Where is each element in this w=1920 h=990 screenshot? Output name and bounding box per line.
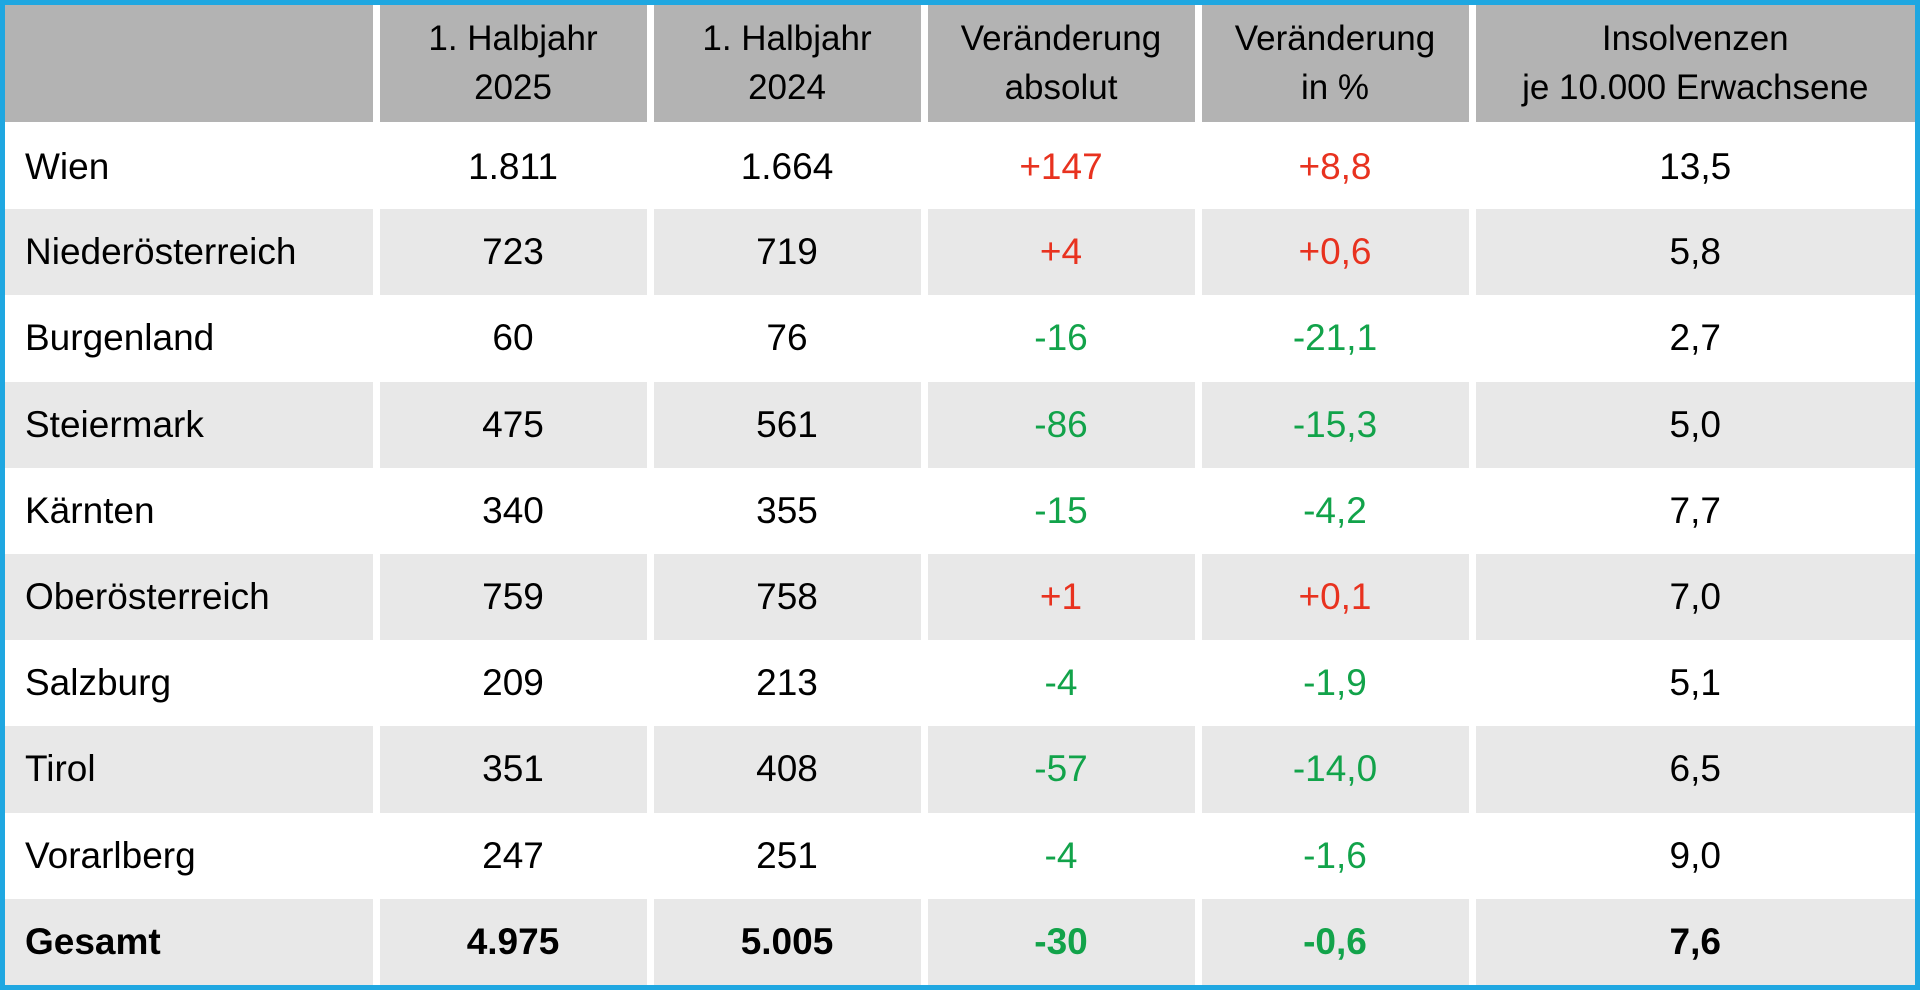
change-absolute-cell: +147 — [924, 123, 1202, 210]
per-10k-cell: 6,5 — [1472, 726, 1915, 813]
per-10k-cell: 13,5 — [1472, 123, 1915, 210]
table-row: Salzburg 209 213 -4 -1,9 5,1 — [5, 640, 1915, 727]
value-2024-cell: 408 — [650, 726, 928, 813]
value-2024-cell: 719 — [650, 209, 928, 296]
header-per-10k-adults-line1: Insolvenzen — [1601, 19, 1789, 59]
per-10k-cell: 5,1 — [1472, 640, 1915, 727]
per-10k-cell: 5,8 — [1472, 209, 1915, 296]
change-absolute-cell: -86 — [924, 381, 1202, 468]
region-cell: Tirol — [5, 726, 380, 813]
table-row: Burgenland 60 76 -16 -21,1 2,7 — [5, 295, 1915, 382]
value-2025-cell: 723 — [376, 209, 654, 296]
header-change-absolute-line2: absolut — [1004, 68, 1118, 108]
value-2025-cell: 247 — [376, 812, 654, 899]
change-absolute-cell: -4 — [924, 812, 1202, 899]
value-2025-cell: 340 — [376, 467, 654, 554]
change-absolute-cell: -16 — [924, 295, 1202, 382]
value-2025-cell: 209 — [376, 640, 654, 727]
region-cell: Niederösterreich — [5, 209, 380, 296]
total-per-10k-cell: 7,6 — [1472, 898, 1915, 985]
value-2025-cell: 351 — [376, 726, 654, 813]
header-h1-2024-line2: 2024 — [748, 68, 826, 108]
total-2024-cell: 5.005 — [650, 898, 928, 985]
change-percent-cell: -15,3 — [1198, 381, 1476, 468]
value-2025-cell: 1.811 — [376, 123, 654, 210]
per-10k-cell: 7,7 — [1472, 467, 1915, 554]
change-percent-cell: +0,6 — [1198, 209, 1476, 296]
table-row: Oberösterreich 759 758 +1 +0,1 7,0 — [5, 553, 1915, 641]
per-10k-cell: 7,0 — [1472, 553, 1915, 641]
region-cell: Vorarlberg — [5, 812, 380, 899]
total-change-absolute-cell: -30 — [924, 898, 1202, 985]
change-absolute-cell: +1 — [924, 553, 1202, 641]
per-10k-cell: 9,0 — [1472, 812, 1915, 899]
region-cell: Salzburg — [5, 640, 380, 727]
change-percent-cell: -4,2 — [1198, 467, 1476, 554]
change-percent-cell: -21,1 — [1198, 295, 1476, 382]
value-2025-cell: 60 — [376, 295, 654, 382]
header-per-10k-adults-line2: je 10.000 Erwachsene — [1522, 68, 1869, 108]
value-2024-cell: 251 — [650, 812, 928, 899]
header-change-percent-line1: Veränderung — [1234, 19, 1436, 59]
header-h1-2025: 1. Halbjahr 2025 — [376, 5, 654, 125]
table-row: Niederösterreich 723 719 +4 +0,6 5,8 — [5, 209, 1915, 296]
change-percent-cell: +0,1 — [1198, 553, 1476, 641]
value-2024-cell: 76 — [650, 295, 928, 382]
value-2024-cell: 213 — [650, 640, 928, 727]
change-percent-cell: +8,8 — [1198, 123, 1476, 210]
header-change-percent-line2: in % — [1300, 68, 1370, 108]
value-2024-cell: 1.664 — [650, 123, 928, 210]
total-change-percent-cell: -0,6 — [1198, 898, 1476, 985]
header-h1-2025-line1: 1. Halbjahr — [428, 19, 598, 59]
per-10k-cell: 5,0 — [1472, 381, 1915, 468]
value-2024-cell: 758 — [650, 553, 928, 641]
header-h1-2024-line1: 1. Halbjahr — [702, 19, 872, 59]
total-row: Gesamt 4.975 5.005 -30 -0,6 7,6 — [5, 898, 1915, 985]
header-region — [5, 5, 380, 125]
table-row: Steiermark 475 561 -86 -15,3 5,0 — [5, 381, 1915, 468]
value-2025-cell: 475 — [376, 381, 654, 468]
table-row: Vorarlberg 247 251 -4 -1,6 9,0 — [5, 812, 1915, 899]
region-cell: Burgenland — [5, 295, 380, 382]
region-cell: Steiermark — [5, 381, 380, 468]
header-change-absolute-line1: Veränderung — [960, 19, 1162, 59]
change-absolute-cell: -15 — [924, 467, 1202, 554]
total-label-cell: Gesamt — [5, 898, 380, 985]
change-percent-cell: -14,0 — [1198, 726, 1476, 813]
table-row: Wien 1.811 1.664 +147 +8,8 13,5 — [5, 123, 1915, 210]
total-2025-cell: 4.975 — [376, 898, 654, 985]
change-absolute-cell: -4 — [924, 640, 1202, 727]
table-row: Kärnten 340 355 -15 -4,2 7,7 — [5, 467, 1915, 554]
change-percent-cell: -1,9 — [1198, 640, 1476, 727]
region-cell: Kärnten — [5, 467, 380, 554]
table-row: Tirol 351 408 -57 -14,0 6,5 — [5, 726, 1915, 813]
header-change-percent: Veränderung in % — [1198, 5, 1476, 125]
header-h1-2024: 1. Halbjahr 2024 — [650, 5, 928, 125]
value-2024-cell: 355 — [650, 467, 928, 554]
region-cell: Wien — [5, 123, 380, 210]
header-change-absolute: Veränderung absolut — [924, 5, 1202, 125]
change-absolute-cell: +4 — [924, 209, 1202, 296]
header-row: 1. Halbjahr 2025 1. Halbjahr 2024 Veränd… — [5, 5, 1915, 125]
change-absolute-cell: -57 — [924, 726, 1202, 813]
header-per-10k-adults: Insolvenzen je 10.000 Erwachsene — [1472, 5, 1915, 125]
header-h1-2025-line2: 2025 — [474, 68, 552, 108]
region-cell: Oberösterreich — [5, 553, 380, 641]
value-2025-cell: 759 — [376, 553, 654, 641]
insolvency-table: 1. Halbjahr 2025 1. Halbjahr 2024 Veränd… — [5, 5, 1915, 985]
change-percent-cell: -1,6 — [1198, 812, 1476, 899]
per-10k-cell: 2,7 — [1472, 295, 1915, 382]
value-2024-cell: 561 — [650, 381, 928, 468]
